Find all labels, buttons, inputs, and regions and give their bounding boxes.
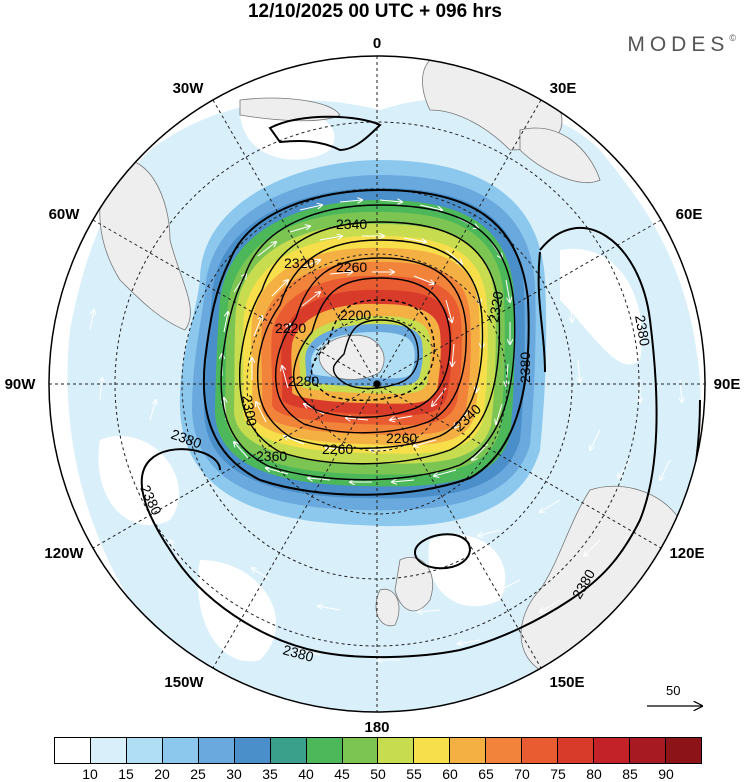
colorbar-tick-label: 80	[586, 766, 602, 782]
colorbar-tick-label: 55	[406, 766, 422, 782]
map-disk: 2340 2320 2260 2200 2220 2320 2380 2280 …	[49, 56, 705, 712]
lon-label-30w: 30W	[173, 80, 205, 97]
colorbar-tick-label: 10	[82, 766, 98, 782]
colorbar-tick-label: 30	[226, 766, 242, 782]
contour-label-2200: 2200	[340, 307, 371, 323]
contour-label-2260-top: 2260	[336, 259, 367, 275]
lon-label-60w: 60W	[49, 206, 81, 223]
colorbar-swatch	[306, 738, 343, 763]
contour-label-2320-right: 2320	[485, 290, 506, 324]
south-pole-marker	[373, 380, 381, 388]
colorbar-tick-label: 15	[118, 766, 134, 782]
colorbar-swatch	[594, 738, 630, 763]
contour-label-2260-right: 2260	[386, 430, 417, 446]
graticule	[49, 56, 705, 712]
lon-label-150w: 150W	[164, 674, 204, 691]
colorbar-swatch	[234, 738, 271, 763]
modes-logo: MODES©	[627, 33, 736, 57]
colorbar-tick-label: 25	[190, 766, 206, 782]
brand-mark: ©	[729, 33, 736, 43]
contour-label-2300: 2300	[239, 394, 260, 428]
lon-label-120e: 120E	[669, 545, 704, 562]
reference-vector-label: 50	[666, 683, 681, 698]
contour-label-2360: 2360	[256, 448, 287, 464]
colorbar-swatch	[162, 738, 199, 763]
colorbar-tick-label: 45	[334, 766, 350, 782]
colorbar	[54, 737, 702, 764]
contour-label-2260-bottom: 2260	[322, 441, 353, 457]
contour-label-2380-south: 2380	[281, 641, 315, 665]
colorbar-tick-label: 40	[298, 766, 314, 782]
colorbar-tick-label: 85	[622, 766, 638, 782]
contour-label-2380-inner: 2380	[517, 352, 533, 383]
colorbar-ticks: 10 15 20 25 30 35 40 45 50 55 60 65 70 75 80 85 90	[54, 766, 702, 782]
lon-label-90e: 90E	[714, 376, 741, 393]
colorbar-swatch	[378, 738, 415, 763]
lon-label-30e: 30E	[550, 80, 577, 97]
longitude-labels: 0 30E 60E 90E 120E 150E 180 150W 120W 90…	[5, 35, 741, 736]
colorbar-swatch	[55, 738, 91, 763]
lon-label-0: 0	[373, 35, 381, 52]
colorbar-tick-label: 70	[514, 766, 530, 782]
colorbar-tick-label: 60	[442, 766, 458, 782]
colorbar-tick-label: 20	[154, 766, 170, 782]
colorbar-swatch	[486, 738, 523, 763]
lon-label-120w: 120W	[44, 545, 84, 562]
lon-label-180: 180	[364, 719, 389, 736]
wind-vectors	[89, 200, 682, 660]
lon-label-60e: 60E	[676, 206, 703, 223]
colorbar-swatch	[630, 738, 666, 763]
antarctica	[318, 334, 385, 380]
colorbar-tick-label: 90	[658, 766, 674, 782]
contour-label-2340: 2340	[336, 216, 367, 232]
brand-text: MODES	[627, 33, 730, 56]
chart-title: 12/10/2025 00 UTC + 096 hrs	[247, 1, 503, 22]
lon-label-150e: 150E	[549, 674, 584, 691]
contour-label-2220: 2220	[275, 320, 306, 336]
contour-label-2320-top: 2320	[284, 255, 315, 271]
colorbar-tick-label: 65	[478, 766, 494, 782]
contour-label-2280: 2280	[288, 373, 319, 389]
colorbar-swatch	[126, 738, 163, 763]
contour-label-2380-east: 2380	[632, 314, 653, 348]
colorbar-swatch	[270, 738, 307, 763]
colorbar-tick-label: 75	[550, 766, 566, 782]
colorbar-tick-label: 35	[262, 766, 278, 782]
wind-calm-gaps	[98, 107, 642, 662]
colorbar-swatch	[90, 738, 127, 763]
colorbar-swatch	[198, 738, 235, 763]
colorbar-swatch	[665, 738, 701, 763]
colorbar-swatch	[450, 738, 487, 763]
map-boundary	[48, 55, 706, 713]
colorbar-tick-label: 50	[370, 766, 386, 782]
colorbar-swatch	[342, 738, 379, 763]
colorbar-swatch	[414, 738, 451, 763]
colorbar-swatch	[522, 738, 559, 763]
lon-label-90w: 90W	[5, 376, 37, 393]
colorbar-swatch	[558, 738, 595, 763]
